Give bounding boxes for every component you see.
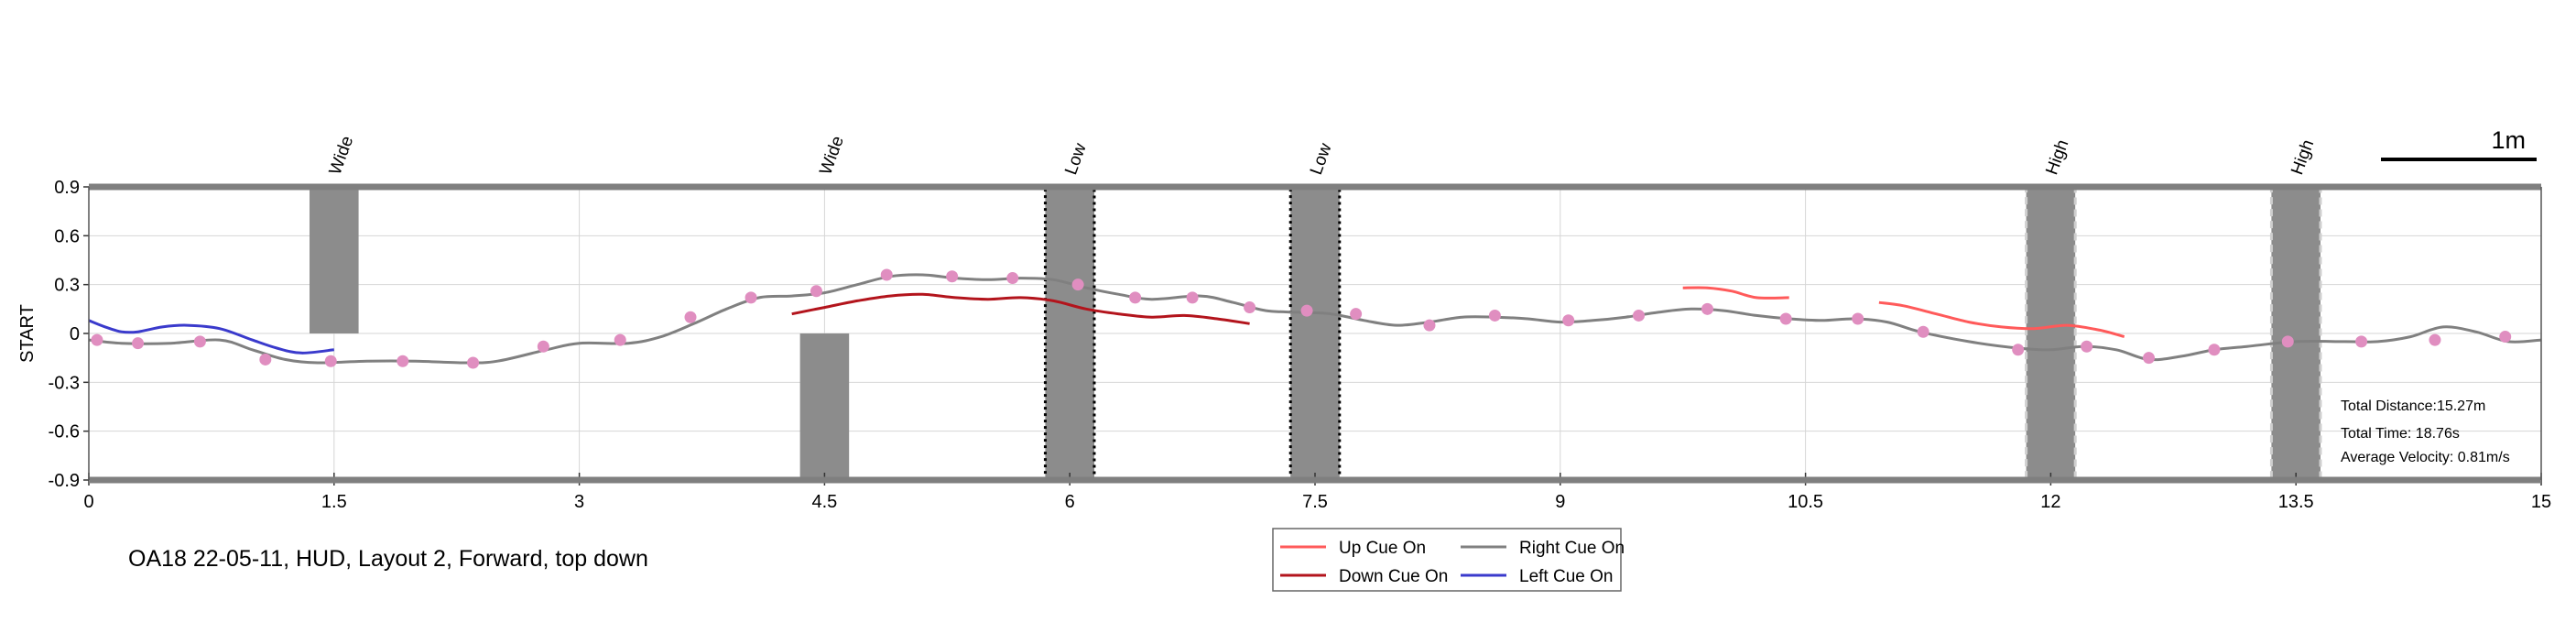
- sample-marker: [1562, 314, 1575, 327]
- x-tick-label: 4.5: [811, 492, 837, 512]
- series-right-cue-on: [88, 273, 2542, 365]
- legend-label-left: Left Cue On: [1519, 567, 1613, 586]
- sample-marker: [2355, 335, 2368, 348]
- y-tick-label: -0.6: [49, 422, 80, 442]
- y-axis-label: START: [17, 304, 38, 363]
- figure-caption: OA18 22-05-11, HUD, Layout 2, Forward, t…: [128, 546, 648, 572]
- sample-marker: [1006, 272, 1019, 285]
- legend-label-right: Right Cue On: [1519, 539, 1625, 558]
- sample-marker: [1244, 301, 1256, 314]
- sample-marker: [880, 268, 893, 281]
- sample-marker: [537, 340, 549, 353]
- sample-marker: [1779, 312, 1792, 325]
- scale-bar-label: 1m: [2491, 126, 2526, 154]
- sample-marker: [259, 353, 272, 366]
- average-velocity: Average Velocity: 0.81m/s: [2341, 450, 2510, 465]
- total-time: Total Time: 18.76s: [2341, 426, 2460, 442]
- legend-label-up: Up Cue On: [1339, 539, 1426, 558]
- obstacle-label: Low: [1061, 141, 1091, 178]
- obstacle-label: High: [2042, 137, 2072, 178]
- sample-marker: [2429, 333, 2441, 346]
- series-lines: [88, 273, 2542, 365]
- sample-marker: [1701, 302, 1713, 315]
- sample-marker: [684, 311, 697, 323]
- sample-marker: [745, 291, 757, 304]
- sample-marker: [946, 270, 959, 283]
- sample-marker: [1300, 304, 1313, 317]
- legend-box: [1272, 528, 1622, 592]
- sample-marker: [1917, 325, 1929, 338]
- y-tick-label: -0.9: [49, 471, 80, 491]
- legend-label-down: Down Cue On: [1339, 567, 1448, 586]
- info-box: Total Distance:15.27m Total Time: 18.76s…: [2341, 398, 2510, 465]
- sample-marker: [2499, 331, 2512, 344]
- obstacle-wide: [310, 187, 359, 333]
- obstacle-label: Wide: [816, 134, 848, 178]
- y-tick-label: 0.3: [54, 276, 80, 296]
- sample-marker: [1632, 309, 1645, 322]
- sample-marker: [614, 333, 626, 346]
- sample-marker: [324, 355, 337, 367]
- x-tick-label: 10.5: [1788, 492, 1823, 512]
- series-left-cue-on: [88, 319, 334, 355]
- tick-labels: 0 1.5 3 4.5 6 7.5 9 10.5 12 13.5 15 0.9 0.6 0.3 0 -0.3 -…: [49, 178, 2552, 512]
- x-tick-label: 3: [574, 492, 584, 512]
- x-tick-label: 15: [2531, 492, 2551, 512]
- series-up-cue-on: [1682, 286, 1789, 300]
- total-distance: Total Distance:15.27m: [2341, 398, 2485, 414]
- series-down-cue-on: [791, 292, 1250, 325]
- x-tick-label: 13.5: [2278, 492, 2314, 512]
- obstacle-high: [2025, 185, 2077, 482]
- obstacle-label: Wide: [326, 134, 358, 178]
- sample-marker: [810, 285, 822, 298]
- legend: Up Cue On Right Cue On Down Cue On Left …: [1272, 528, 1625, 592]
- x-tick-label: 9: [1555, 492, 1565, 512]
- obstacle-label: High: [2288, 137, 2318, 178]
- sample-marker: [2143, 352, 2156, 365]
- obstacle-low: [1043, 185, 1096, 482]
- series-up-cue-on: [1878, 300, 2125, 339]
- sample-marker: [2208, 344, 2221, 356]
- sample-marker: [2012, 344, 2025, 356]
- obstacle-wide: [799, 333, 850, 480]
- sample-marker: [1423, 319, 1436, 332]
- obstacle-label: Low: [1307, 141, 1336, 178]
- sample-marker: [1186, 291, 1199, 304]
- sample-marker: [1129, 291, 1142, 304]
- obstacle-low: [1288, 185, 1342, 482]
- x-tick-label: 6: [1065, 492, 1075, 512]
- axes: [83, 183, 2542, 486]
- sample-marker: [91, 333, 103, 346]
- x-tick-label: 1.5: [321, 492, 347, 512]
- x-tick-label: 12: [2040, 492, 2060, 512]
- scale-bar: 1m: [2381, 126, 2537, 161]
- sample-marker: [132, 337, 145, 350]
- sample-marker: [467, 356, 480, 369]
- sample-marker: [1488, 309, 1501, 322]
- sample-markers: [91, 268, 2512, 369]
- sample-marker: [193, 335, 206, 348]
- y-tick-label: 0.6: [54, 226, 80, 246]
- y-tick-label: 0: [70, 324, 80, 344]
- y-tick-label: 0.9: [54, 178, 80, 198]
- x-tick-label: 7.5: [1302, 492, 1328, 512]
- sample-marker: [397, 355, 409, 367]
- x-tick-label: 0: [83, 492, 93, 512]
- obstacle-high: [2269, 185, 2322, 482]
- sample-marker: [2081, 340, 2093, 353]
- sample-marker: [1852, 312, 1864, 325]
- obstacles: Wide Wide Low Low High High: [310, 134, 2322, 482]
- sample-marker: [1350, 308, 1363, 321]
- y-tick-label: -0.3: [49, 373, 80, 393]
- sample-marker: [2281, 335, 2294, 348]
- sample-marker: [1071, 278, 1084, 291]
